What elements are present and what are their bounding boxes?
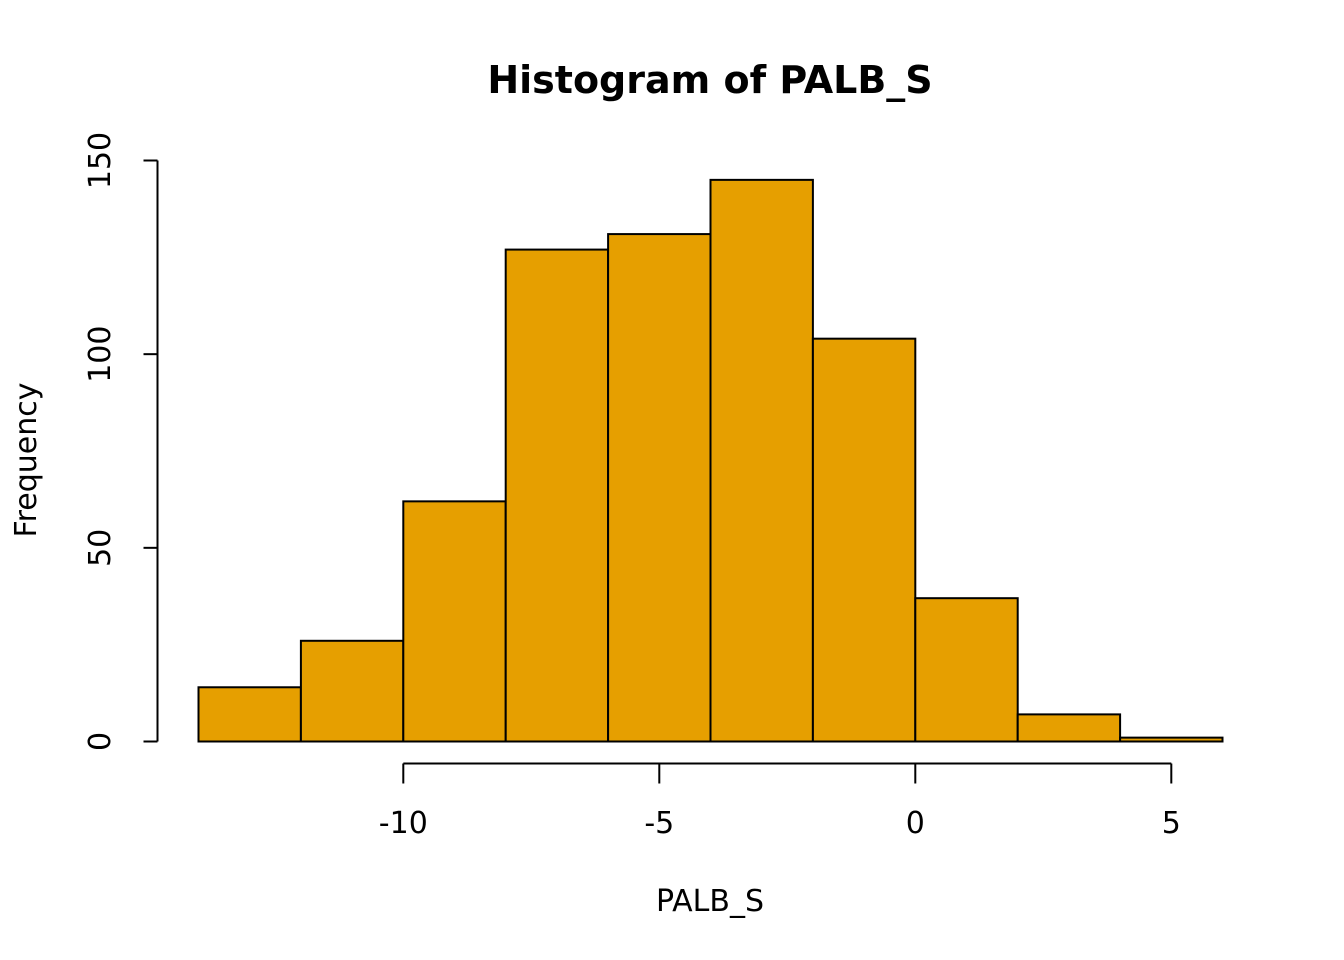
chart-title: Histogram of PALB_S <box>487 58 932 102</box>
histogram-bar <box>1119 736 1224 743</box>
y-tick-label: 100 <box>83 326 118 383</box>
histogram-bar <box>299 639 405 743</box>
y-axis-label: Frequency <box>9 383 44 538</box>
bars <box>197 178 1224 743</box>
x-tick-label: 5 <box>1162 806 1181 841</box>
x-tick-label: -5 <box>644 806 674 841</box>
histogram-bar <box>914 597 1019 743</box>
histogram-bar <box>709 178 814 743</box>
x-axis: -10 -5 0 5 <box>379 762 1181 841</box>
histogram-bar <box>811 337 917 743</box>
y-tick-label: 50 <box>83 529 118 567</box>
y-tick-label: 150 <box>83 132 118 189</box>
x-tick-label: 0 <box>906 806 925 841</box>
histogram-bar <box>197 686 302 743</box>
histogram-bar <box>1016 713 1122 743</box>
histogram-bar <box>607 233 712 743</box>
y-axis: 0 50 100 150 <box>83 132 159 751</box>
histogram-bar <box>402 500 507 743</box>
histogram-bar <box>504 248 610 743</box>
y-tick-label: 0 <box>83 732 118 751</box>
x-tick-label: -10 <box>379 806 428 841</box>
x-axis-label: PALB_S <box>656 884 764 919</box>
